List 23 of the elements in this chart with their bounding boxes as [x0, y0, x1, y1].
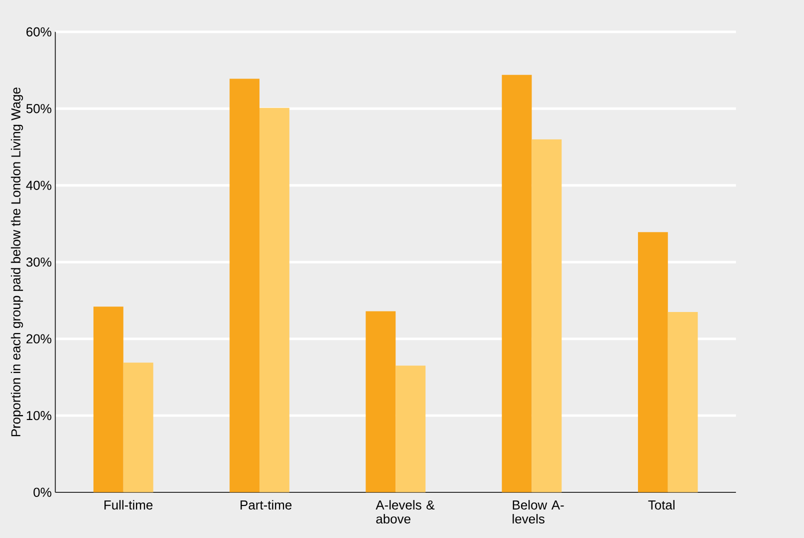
- bar: [366, 311, 396, 492]
- bar: [668, 312, 698, 492]
- y-tick-label: 50%: [26, 104, 52, 114]
- x-tick-label: Part-time: [240, 500, 292, 510]
- bar: [259, 108, 290, 492]
- bar: [532, 139, 562, 492]
- bar: [123, 362, 154, 492]
- y-tick-label: 10%: [26, 410, 52, 420]
- bar: [396, 366, 426, 492]
- y-tick-label: 0%: [34, 488, 52, 497]
- bar: [93, 306, 124, 492]
- y-tick-label: 60%: [26, 27, 52, 36]
- x-tick-label: Total: [648, 500, 674, 510]
- bar: [638, 232, 668, 492]
- y-tick-label: 20%: [26, 334, 52, 344]
- bar: [230, 78, 260, 492]
- y-tick-label: 30%: [26, 257, 52, 267]
- x-tick-label: Full-time: [104, 500, 153, 510]
- x-tick-label: A-levels & above: [376, 500, 435, 524]
- bar: [502, 74, 532, 492]
- y-axis-title: Proportion in each group paid below the London Living Wage: [10, 88, 23, 436]
- y-tick-label: 40%: [26, 180, 52, 190]
- x-tick-label: Below A-levels: [512, 500, 564, 524]
